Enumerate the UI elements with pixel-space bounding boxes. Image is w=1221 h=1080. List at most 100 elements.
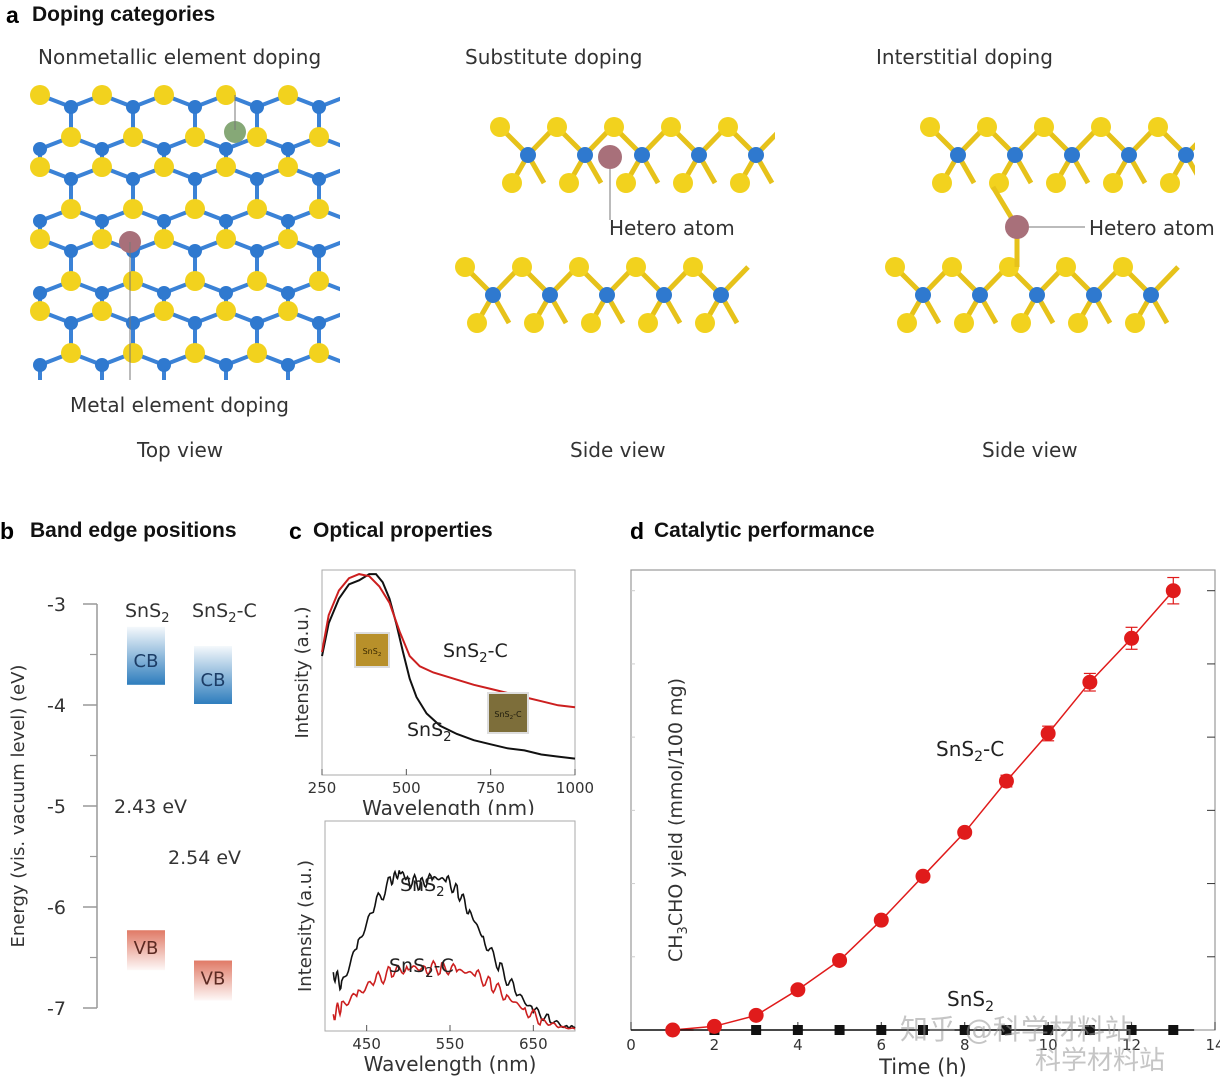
tin-atom	[64, 100, 78, 114]
tin-atom	[972, 287, 988, 303]
top-view-lattice	[30, 85, 340, 380]
sns2-c-point	[998, 773, 1014, 789]
tin-atom	[281, 286, 295, 300]
sulfur-atom	[278, 85, 298, 105]
tin-atom	[219, 286, 233, 300]
sns2-point	[1043, 1025, 1054, 1035]
y-axis-label: CH3CHO yield (mmol/100 mg)	[665, 678, 691, 962]
interstitial-doping-label: Interstitial doping	[876, 45, 1053, 69]
tin-atom	[1143, 287, 1159, 303]
y-tick-label: -4	[47, 695, 66, 717]
sns2-c-point	[1124, 630, 1140, 646]
tin-atom	[219, 358, 233, 372]
sulfur-atom	[999, 257, 1019, 277]
sulfur-atom	[216, 229, 236, 249]
sulfur-atom	[1103, 173, 1123, 193]
hetero-atom	[598, 145, 622, 169]
sulfur-atom	[216, 157, 236, 177]
sns2-c-point	[832, 952, 848, 968]
x-tick-label: 650	[519, 1035, 548, 1053]
sulfur-atom	[247, 199, 267, 219]
sns2-c-label: SnS2-C	[936, 737, 1004, 765]
substitute-hetero-label: Hetero atom	[609, 216, 735, 240]
sulfur-atom	[673, 173, 693, 193]
sulfur-atom	[309, 343, 329, 363]
series-line-sns2-c	[332, 959, 576, 1030]
tin-atom	[1064, 147, 1080, 163]
sulfur-atom	[185, 199, 205, 219]
band-edge-chart: -3 -4 -5 -6 -7 Energy (vis. vacuum level) (eV…	[8, 594, 257, 1020]
watermark-line2: 科学材料站	[1035, 1046, 1166, 1076]
sns2-c-point	[915, 868, 931, 884]
sns2-c-point	[748, 1007, 764, 1023]
sulfur-atom	[247, 127, 267, 147]
sulfur-atom	[61, 343, 81, 363]
cb-label: CB	[201, 670, 226, 691]
x-tick-label: 250	[308, 779, 337, 797]
panel-b-title: Band edge positions	[30, 519, 237, 542]
series-label: SnS2-C	[389, 955, 454, 981]
sulfur-atom	[309, 199, 329, 219]
absorption-chart: 250 500 750 1000 Wavelength (nm) Intensity (a…	[292, 569, 594, 815]
sns2-c-point	[957, 824, 973, 840]
x-tick-label: 1000	[556, 779, 594, 797]
cb-band	[127, 626, 165, 685]
sulfur-atom	[683, 257, 703, 277]
sns2-point	[959, 1025, 970, 1035]
tin-atom	[281, 142, 295, 156]
panel-a-title: Doping categories	[32, 3, 216, 26]
sns2-point	[834, 1025, 845, 1035]
panel-b-letter: b	[0, 518, 15, 544]
sulfur-atom	[123, 199, 143, 219]
sulfur-atom	[309, 127, 329, 147]
interstitial-hetero-label: Hetero atom	[1089, 216, 1215, 240]
x-tick-label: 750	[476, 779, 505, 797]
y-tick-label: -3	[47, 594, 66, 616]
tin-atom	[915, 287, 931, 303]
sulfur-atom	[92, 301, 112, 321]
tin-atom	[542, 287, 558, 303]
x-tick-label: 2	[710, 1036, 720, 1054]
sulfur-atom	[638, 313, 658, 333]
sulfur-atom	[185, 127, 205, 147]
sns2-point	[792, 1025, 803, 1035]
sulfur-atom	[569, 257, 589, 277]
vb-label: VB	[134, 938, 159, 959]
tin-atom	[656, 287, 672, 303]
tin-atom	[281, 358, 295, 372]
sulfur-atom	[604, 117, 624, 137]
sns2-c-point	[706, 1018, 722, 1034]
tin-atom	[95, 358, 109, 372]
sulfur-atom	[154, 301, 174, 321]
tin-atom	[312, 100, 326, 114]
tin-atom	[188, 172, 202, 186]
tin-atom	[188, 100, 202, 114]
sulfur-atom	[247, 343, 267, 363]
sulfur-atom	[61, 127, 81, 147]
interstitial-view-label: Side view	[982, 438, 1078, 462]
sulfur-atom	[92, 229, 112, 249]
sulfur-atom	[547, 117, 567, 137]
sulfur-atom	[1091, 117, 1111, 137]
tin-atom	[219, 142, 233, 156]
sns2-c-sample-photo	[487, 692, 529, 734]
band-gap-label: 2.43 eV	[114, 796, 187, 818]
sns2-point	[751, 1025, 762, 1035]
panel-c-title: Optical properties	[313, 519, 493, 542]
sulfur-atom	[559, 173, 579, 193]
sulfur-atom	[154, 157, 174, 177]
sns2-point	[1126, 1025, 1137, 1035]
material-label: SnS2	[125, 600, 170, 626]
tin-atom	[1086, 287, 1102, 303]
sns2-c-point	[665, 1022, 681, 1038]
sulfur-atom	[718, 117, 738, 137]
tin-atom	[188, 316, 202, 330]
sulfur-atom	[581, 313, 601, 333]
vb-band	[194, 960, 232, 1001]
vb-band	[127, 930, 165, 971]
sulfur-atom	[61, 199, 81, 219]
sulfur-atom	[30, 85, 50, 105]
sulfur-atom	[695, 313, 715, 333]
plot-frame	[324, 820, 576, 1032]
